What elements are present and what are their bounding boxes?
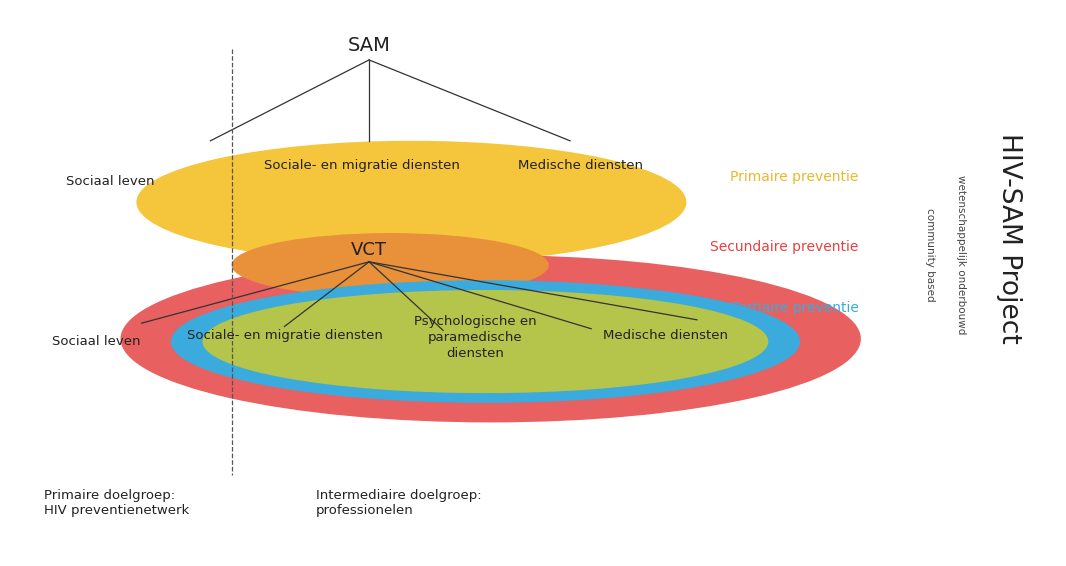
Text: Sociaal leven: Sociaal leven	[66, 175, 155, 188]
Ellipse shape	[120, 255, 861, 422]
Text: Sociale- en migratie diensten: Sociale- en migratie diensten	[263, 160, 459, 173]
Text: community based: community based	[924, 208, 935, 302]
Text: Sociaal leven: Sociaal leven	[52, 335, 141, 348]
Ellipse shape	[203, 290, 769, 393]
Text: Medische diensten: Medische diensten	[518, 160, 643, 173]
Text: Primaire doelgroep:
HIV preventienetwerk: Primaire doelgroep: HIV preventienetwerk	[45, 490, 190, 517]
Text: SAM: SAM	[348, 36, 390, 55]
Text: Secundaire preventie: Secundaire preventie	[710, 240, 859, 254]
Text: Psychologische en
paramedische
diensten: Psychologische en paramedische diensten	[414, 315, 536, 360]
Text: HIV-SAM Project: HIV-SAM Project	[996, 133, 1022, 344]
Text: VCT: VCT	[351, 241, 387, 259]
Ellipse shape	[171, 280, 801, 403]
Ellipse shape	[136, 141, 687, 264]
Text: Primaire preventie: Primaire preventie	[730, 170, 859, 184]
Text: wetenschappelijk onderbouwd: wetenschappelijk onderbouwd	[956, 175, 967, 335]
Text: Tertiaire preventie: Tertiaire preventie	[732, 301, 859, 315]
Text: Sociale- en migratie diensten: Sociale- en migratie diensten	[187, 329, 383, 342]
Text: Intermediaire doelgroep:
professionelen: Intermediaire doelgroep: professionelen	[317, 490, 482, 517]
Text: Medische diensten: Medische diensten	[602, 329, 728, 342]
Ellipse shape	[231, 233, 549, 297]
